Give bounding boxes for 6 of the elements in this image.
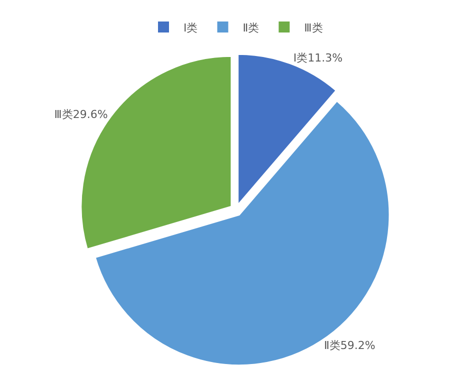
- data-label: Ⅱ类59.2%: [324, 339, 376, 352]
- data-label: Ⅲ类29.6%: [54, 108, 108, 121]
- legend-label: Ⅲ类: [304, 21, 323, 34]
- legend-label: Ⅱ类: [242, 21, 260, 34]
- legend-label: Ⅰ类: [184, 21, 198, 34]
- data-label: Ⅰ类11.3%: [293, 51, 343, 64]
